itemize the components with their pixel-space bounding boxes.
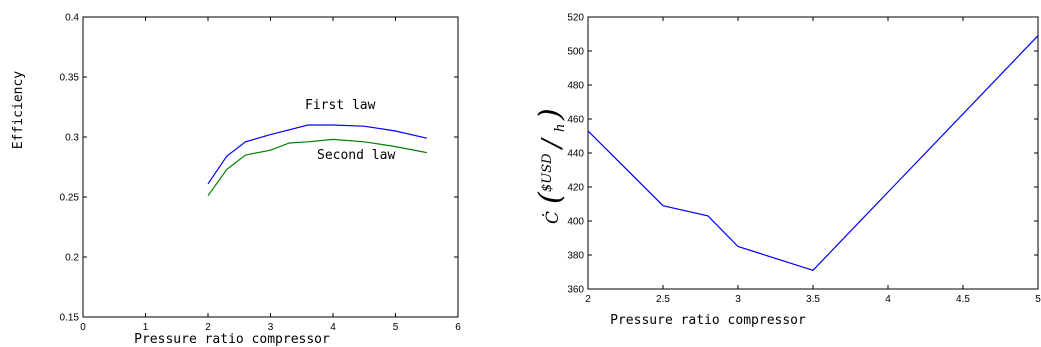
y-axis-ticks: 360 380 400 420 440 460 480 500 520 xyxy=(567,13,1038,296)
plot-frame xyxy=(82,16,459,318)
x-axis-ticks: 0 1 2 3 4 5 6 xyxy=(80,17,461,333)
y-axis-label: Efficiency xyxy=(11,71,26,149)
annotation-second-law: Second law xyxy=(317,148,395,163)
series-line-second-law xyxy=(207,138,427,197)
y-tick-label: 0.15 xyxy=(60,313,80,324)
plot-frame xyxy=(587,16,1039,290)
y-tick-label: 460 xyxy=(567,115,584,126)
slash: / xyxy=(537,137,567,151)
x-tick-label: 3 xyxy=(268,322,274,333)
cost-chart: 2 2.5 3 3.5 4 4.5 5 360 380 400 420 440 460 480 500 52… xyxy=(533,13,1041,329)
y-tick-label: 480 xyxy=(567,81,584,92)
y-tick-label: 380 xyxy=(567,251,584,262)
series-line-0 xyxy=(587,35,1039,271)
y-tick-label: 0.4 xyxy=(65,13,79,24)
x-axis-label: Pressure ratio compressor xyxy=(134,332,330,347)
series-group xyxy=(207,124,427,197)
x-tick-label: 6 xyxy=(455,322,461,333)
y-tick-label: 520 xyxy=(567,13,584,24)
series-line-first-law xyxy=(207,124,427,185)
c-dot-symbol: Ċ xyxy=(542,211,563,224)
x-axis-label: Pressure ratio compressor xyxy=(610,313,806,328)
hour-unit: h xyxy=(553,124,568,132)
x-tick-label: 1 xyxy=(143,322,149,333)
x-axis-ticks: 2 2.5 3 3.5 4 4.5 5 xyxy=(585,17,1041,305)
y-tick-label: 360 xyxy=(567,285,584,296)
x-tick-label: 4 xyxy=(885,294,891,305)
y-tick-label: 420 xyxy=(567,183,584,194)
x-tick-label: 5 xyxy=(393,322,399,333)
x-tick-label: 0 xyxy=(80,322,86,333)
x-tick-label: 4 xyxy=(330,322,336,333)
open-paren: ( xyxy=(533,191,568,204)
x-tick-label: 2 xyxy=(585,294,591,305)
y-tick-label: 500 xyxy=(567,47,584,58)
y-axis-label: Ċ ( $USD / h ) xyxy=(533,108,568,224)
x-tick-label: 3 xyxy=(735,294,741,305)
series-group xyxy=(587,35,1039,271)
x-tick-label: 2.5 xyxy=(656,294,670,305)
y-tick-label: 0.2 xyxy=(65,253,79,264)
x-tick-label: 5 xyxy=(1035,294,1041,305)
y-tick-label: 0.35 xyxy=(60,73,80,84)
x-tick-label: 2 xyxy=(205,322,211,333)
y-tick-label: 0.3 xyxy=(65,133,79,144)
y-tick-label: 0.25 xyxy=(60,193,80,204)
close-paren: ) xyxy=(533,108,568,121)
y-axis-ticks: 0.15 0.2 0.25 0.3 0.35 0.4 xyxy=(60,13,458,324)
y-tick-label: 440 xyxy=(567,149,584,160)
x-tick-label: 3.5 xyxy=(806,294,820,305)
x-tick-label: 4.5 xyxy=(956,294,970,305)
usd-unit: $USD xyxy=(540,153,555,192)
y-tick-label: 400 xyxy=(567,217,584,228)
annotation-first-law: First law xyxy=(305,98,376,113)
